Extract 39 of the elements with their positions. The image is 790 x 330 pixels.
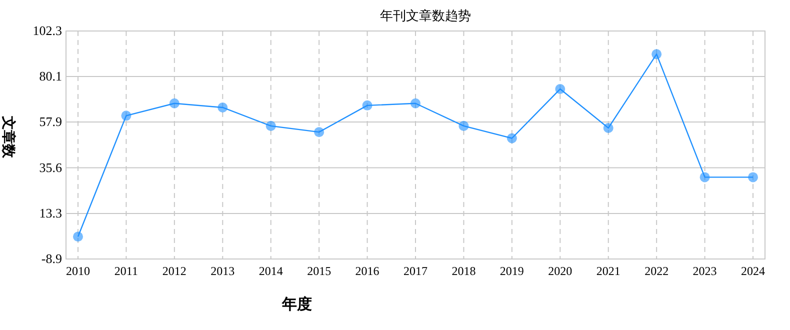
point bbox=[700, 172, 710, 182]
x-tick-label: 2011 bbox=[114, 264, 138, 278]
y-tick-label: 80.1 bbox=[39, 68, 62, 84]
point bbox=[458, 120, 469, 131]
point bbox=[410, 98, 420, 108]
x-tick-label: 2021 bbox=[596, 264, 620, 278]
x-tick-label: 2015 bbox=[307, 264, 332, 278]
y-tick-label: 35.6 bbox=[39, 160, 62, 175]
point bbox=[652, 49, 662, 60]
point bbox=[748, 172, 758, 182]
chart-title: 年刊文章数趋势 bbox=[380, 8, 471, 23]
point bbox=[218, 102, 228, 112]
point bbox=[169, 98, 180, 108]
point bbox=[73, 232, 83, 242]
y-axis-title: 文章数 bbox=[0, 115, 17, 159]
point bbox=[506, 133, 517, 144]
x-tick-label: 2013 bbox=[210, 264, 235, 278]
x-tick-label: 2010 bbox=[66, 264, 90, 278]
x-tick-label: 2016 bbox=[355, 264, 380, 278]
x-tick-label: 2023 bbox=[692, 264, 717, 278]
y-tick-label: 102.3 bbox=[32, 23, 62, 38]
x-tick-label: 2017 bbox=[404, 264, 428, 278]
point bbox=[266, 120, 276, 131]
y-tick-label: 13.3 bbox=[39, 205, 62, 220]
x-tick-label: 2024 bbox=[741, 264, 765, 278]
point bbox=[603, 122, 614, 133]
x-axis-title: 年度 bbox=[281, 295, 312, 313]
point bbox=[314, 127, 324, 138]
y-tick-label: -8.9 bbox=[41, 251, 62, 266]
y-tick-label: 57.9 bbox=[39, 114, 62, 130]
x-tick-label: 2018 bbox=[452, 264, 476, 278]
x-tick-label: 2022 bbox=[644, 264, 669, 278]
x-tick-label: 2014 bbox=[258, 264, 283, 278]
point bbox=[555, 84, 566, 94]
x-tick-label: 2012 bbox=[162, 264, 186, 278]
x-tick-label: 2020 bbox=[548, 264, 572, 278]
point bbox=[121, 110, 132, 121]
x-tick-label: 2019 bbox=[500, 264, 524, 278]
point bbox=[362, 100, 372, 110]
